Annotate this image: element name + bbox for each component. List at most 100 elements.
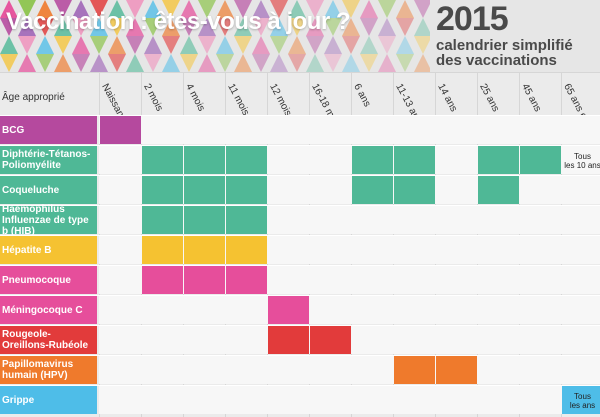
row-divider	[0, 325, 600, 326]
subtitle: calendrier simplifié des vaccinations	[436, 38, 596, 68]
mosaic-tile	[54, 54, 72, 72]
schedule-cell	[226, 266, 267, 294]
mosaic-tile	[0, 18, 18, 36]
schedule-cell	[226, 146, 267, 174]
mosaic-tile	[108, 0, 126, 18]
mosaic-tile	[306, 36, 324, 54]
row-label: Grippe	[0, 386, 97, 414]
mosaic-tile	[414, 18, 430, 36]
row-label: Diphtérie-Tétanos-Poliomyélite	[0, 146, 97, 174]
mosaic-tile	[414, 0, 430, 18]
mosaic-tile	[306, 54, 324, 72]
mosaic-tile	[324, 18, 342, 36]
mosaic-tile	[72, 36, 90, 54]
mosaic-tile	[36, 36, 54, 54]
mosaic-tile	[414, 54, 430, 72]
schedule-cell	[142, 146, 183, 174]
row-background	[99, 386, 600, 414]
mosaic-tile	[162, 18, 180, 36]
mosaic-tile	[90, 0, 108, 18]
mosaic-tile	[162, 0, 180, 18]
schedule-cell	[142, 176, 183, 204]
row-divider	[0, 265, 600, 266]
mosaic-decoration	[0, 0, 430, 72]
mosaic-tile	[360, 0, 378, 18]
mosaic-tile	[306, 18, 324, 36]
schedule-cell	[184, 236, 225, 264]
schedule-cell	[310, 326, 351, 354]
schedule-cell	[394, 176, 435, 204]
mosaic-tile	[144, 18, 162, 36]
row-divider	[0, 235, 600, 236]
schedule-cell	[478, 146, 519, 174]
mosaic-tile	[360, 54, 378, 72]
mosaic-tile	[270, 18, 288, 36]
row-label: Coqueluche	[0, 176, 97, 204]
mosaic-tile	[144, 0, 162, 18]
mosaic-tile	[108, 54, 126, 72]
schedule-cell	[184, 266, 225, 294]
row-label: Haemophilus Influenzae de type b (HIB)	[0, 204, 97, 237]
mosaic-tile	[90, 18, 108, 36]
mosaic-tile	[396, 36, 414, 54]
mosaic-tile	[396, 0, 414, 18]
mosaic-tile	[108, 36, 126, 54]
schedule-cell	[142, 266, 183, 294]
mosaic-tile	[270, 54, 288, 72]
schedule-cell	[226, 206, 267, 234]
mosaic-tile	[180, 36, 198, 54]
row-label: Méningocoque C	[0, 296, 97, 324]
schedule-cell	[142, 236, 183, 264]
row-divider	[0, 175, 600, 176]
vaccination-table: Âge approprié Naissance 2 mois 4 mois 11 moi…	[0, 72, 600, 417]
mosaic-tile	[324, 36, 342, 54]
mosaic-tile	[342, 0, 360, 18]
table-header	[0, 72, 600, 115]
schedule-cell	[562, 386, 600, 414]
mosaic-tile	[252, 0, 270, 18]
schedule-cell	[394, 356, 435, 384]
note-line: Tous	[574, 152, 591, 161]
mosaic-tile	[252, 36, 270, 54]
row-label: Hépatite B	[0, 236, 97, 264]
schedule-cell	[268, 326, 309, 354]
mosaic-tile	[342, 36, 360, 54]
mosaic-tile	[198, 54, 216, 72]
row-label: Pneumocoque	[0, 266, 97, 294]
row-divider	[0, 115, 600, 116]
mosaic-tile	[18, 0, 36, 18]
mosaic-tile	[216, 54, 234, 72]
schedule-cell	[226, 176, 267, 204]
schedule-cell	[520, 146, 561, 174]
mosaic-tile	[198, 0, 216, 18]
mosaic-tile	[198, 18, 216, 36]
page-title: Vaccination : êtes-vous à jour ?	[6, 8, 351, 35]
mosaic-tile	[108, 18, 126, 36]
frequency-note: Tous les 10 ans	[562, 152, 600, 170]
schedule-cell	[184, 176, 225, 204]
row-background	[99, 116, 600, 144]
mosaic-tile	[288, 18, 306, 36]
mosaic-tile	[36, 0, 54, 18]
mosaic-tile	[0, 36, 18, 54]
mosaic-tile	[36, 54, 54, 72]
row-divider	[0, 295, 600, 296]
note-line: les ans	[569, 401, 596, 410]
mosaic-tile	[360, 18, 378, 36]
mosaic-tile	[378, 36, 396, 54]
subtitle-line-2: des vaccinations	[436, 52, 557, 69]
mosaic-tile	[252, 54, 270, 72]
schedule-cell	[352, 176, 393, 204]
mosaic-tile	[18, 54, 36, 72]
schedule-cell	[352, 146, 393, 174]
mosaic-tile	[360, 36, 378, 54]
mosaic-tile	[54, 36, 72, 54]
mosaic-tile	[54, 0, 72, 18]
frequency-note: Tous les ans	[562, 392, 600, 410]
row-divider	[0, 145, 600, 146]
schedule-cell	[478, 176, 519, 204]
mosaic-tile	[36, 18, 54, 36]
mosaic-tile	[324, 0, 342, 18]
mosaic-tile	[378, 54, 396, 72]
mosaic-tile	[324, 54, 342, 72]
